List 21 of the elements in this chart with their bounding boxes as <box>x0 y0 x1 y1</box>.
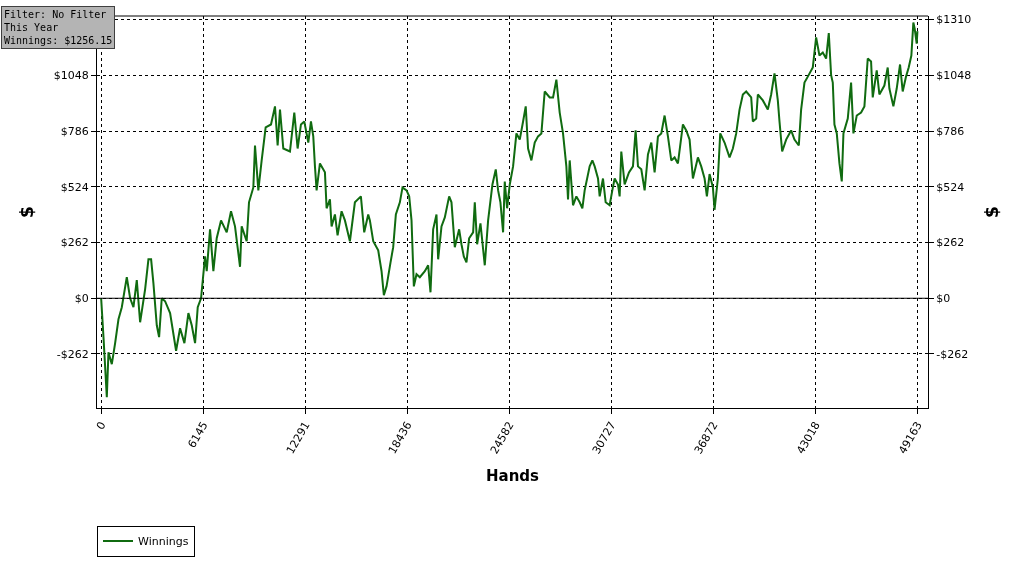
y-tick-label: $262 <box>60 236 89 250</box>
y2-tick-label: $786 <box>936 124 965 138</box>
annotation: Winnings: $1256.15 <box>4 35 113 46</box>
y2-axis-title: $ <box>981 206 1002 218</box>
y2-tick-label: $524 <box>936 180 965 194</box>
annotation: Filter: No Filter <box>4 9 107 20</box>
y-tick-label: $524 <box>60 180 89 194</box>
y2-tick-label: -$262 <box>936 347 969 361</box>
y-tick-label: $0 <box>74 292 89 306</box>
x-axis-title: Hands <box>485 467 540 486</box>
y2-tick-label: $1310 <box>936 13 972 27</box>
text: This Year <box>4 22 59 33</box>
x-tick-label: 0 <box>93 419 109 433</box>
y-tick-label: $1048 <box>53 69 89 83</box>
y2-tick-label: $262 <box>936 236 965 250</box>
legend-label: Winnings <box>138 535 189 549</box>
y-tick-label: -$262 <box>56 347 89 361</box>
y-axis-title: $ <box>17 206 38 218</box>
y2-tick-label: $0 <box>936 292 951 306</box>
y2-tick-label: $1048 <box>936 69 972 83</box>
y-tick-label: $786 <box>60 124 89 138</box>
